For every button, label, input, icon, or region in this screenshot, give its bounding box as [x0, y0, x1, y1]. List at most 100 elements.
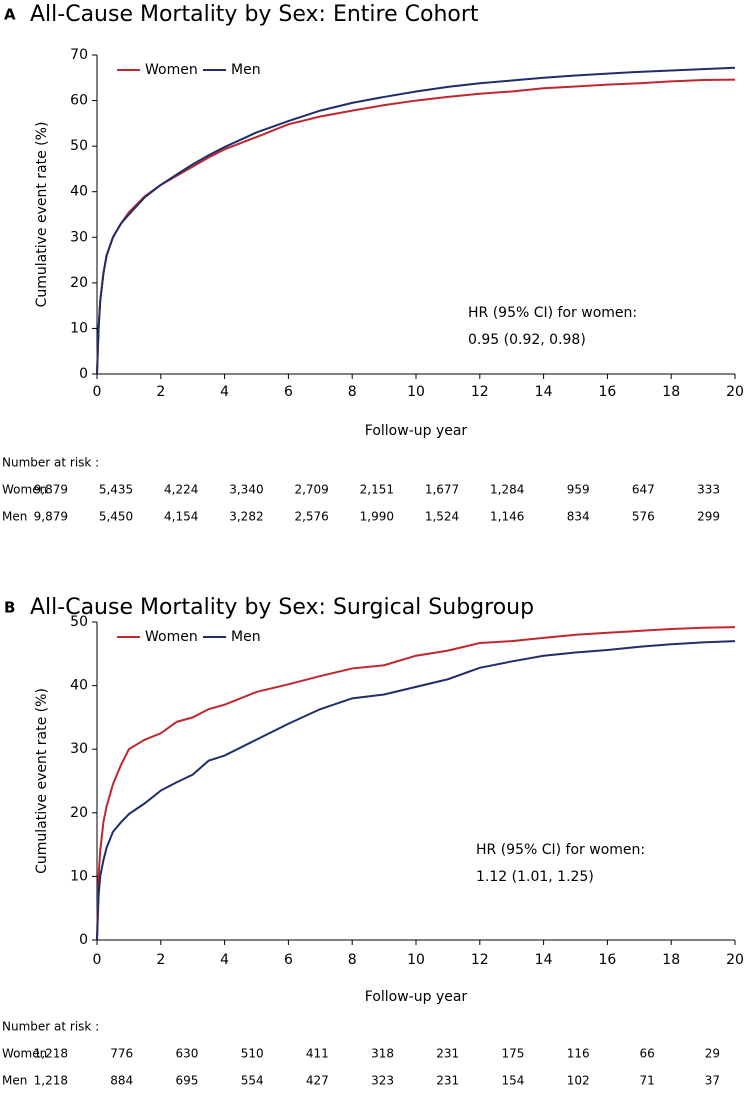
annotation: 0.95 (0.92, 0.98) [468, 332, 586, 348]
risk-value: 959 [567, 483, 590, 497]
risk-value: 1,990 [360, 510, 394, 524]
y-tick-label: 20 [70, 275, 88, 291]
risk-row-label: Women [2, 1047, 47, 1061]
risk-value: 299 [697, 510, 720, 524]
x-tick-label: 14 [535, 952, 553, 968]
x-tick-label: 20 [726, 384, 744, 400]
risk-title: Number at risk : [2, 456, 99, 470]
risk-value: 116 [567, 1047, 590, 1061]
risk-value: 1,218 [34, 1074, 68, 1088]
y-tick-label: 20 [70, 805, 88, 821]
risk-value: 1,524 [425, 510, 459, 524]
risk-title: Number at risk : [2, 1020, 99, 1034]
risk-value: 175 [501, 1047, 524, 1061]
risk-value: 2,576 [294, 510, 328, 524]
x-tick-label: 12 [471, 384, 489, 400]
risk-value: 2,151 [360, 483, 394, 497]
x-tick-label: 4 [220, 384, 229, 400]
y-tick-label: 40 [70, 678, 88, 694]
x-axis-label: Follow-up year [365, 989, 468, 1005]
x-tick-label: 20 [726, 952, 744, 968]
risk-value: 231 [436, 1074, 459, 1088]
y-tick-label: 0 [79, 366, 88, 382]
series-line [96, 640, 736, 941]
x-tick-label: 18 [662, 952, 680, 968]
risk-value: 9,879 [34, 483, 68, 497]
risk-value: 510 [241, 1047, 264, 1061]
y-tick-label: 50 [70, 138, 88, 154]
annotation: HR (95% CI) for women: [476, 842, 645, 858]
x-tick-label: 2 [156, 952, 165, 968]
risk-row-label: Men [2, 510, 27, 524]
y-tick-label: 30 [70, 229, 88, 245]
risk-value: 647 [632, 483, 655, 497]
x-tick-label: 0 [93, 384, 102, 400]
risk-value: 318 [371, 1047, 394, 1061]
panel-label: A [4, 6, 16, 24]
risk-value: 576 [632, 510, 655, 524]
risk-value: 9,879 [34, 510, 68, 524]
x-tick-label: 4 [220, 952, 229, 968]
annotation: HR (95% CI) for women: [468, 305, 637, 321]
annotation: 1.12 (1.01, 1.25) [476, 869, 594, 885]
x-tick-label: 10 [407, 384, 425, 400]
x-tick-label: 0 [93, 952, 102, 968]
risk-value: 1,146 [490, 510, 524, 524]
risk-value: 3,282 [229, 510, 263, 524]
series-line [96, 626, 736, 941]
legend-label: Women [145, 629, 198, 645]
risk-value: 630 [175, 1047, 198, 1061]
series-line [96, 78, 736, 375]
x-tick-label: 14 [535, 384, 553, 400]
risk-value: 5,450 [99, 510, 133, 524]
risk-value: 1,677 [425, 483, 459, 497]
risk-value: 154 [501, 1074, 524, 1088]
risk-value: 427 [306, 1074, 329, 1088]
x-tick-label: 2 [156, 384, 165, 400]
risk-value: 4,224 [164, 483, 198, 497]
x-tick-label: 10 [407, 952, 425, 968]
y-tick-label: 40 [70, 184, 88, 200]
risk-value: 884 [110, 1074, 133, 1088]
risk-value: 695 [175, 1074, 198, 1088]
risk-value: 29 [705, 1047, 720, 1061]
risk-value: 66 [640, 1047, 655, 1061]
x-tick-label: 8 [348, 952, 357, 968]
risk-value: 71 [640, 1074, 655, 1088]
panel-label: B [4, 599, 15, 617]
risk-value: 411 [306, 1047, 329, 1061]
series-line [96, 66, 736, 375]
x-tick-label: 12 [471, 952, 489, 968]
y-axis-label: Cumulative event rate (%) [34, 688, 50, 874]
chart-title: All-Cause Mortality by Sex: Surgical Sub… [30, 595, 534, 620]
x-tick-label: 8 [348, 384, 357, 400]
risk-row-label: Men [2, 1074, 27, 1088]
risk-value: 2,709 [294, 483, 328, 497]
risk-value: 1,284 [490, 483, 524, 497]
y-tick-label: 0 [79, 932, 88, 948]
risk-value: 102 [567, 1074, 590, 1088]
risk-value: 554 [241, 1074, 264, 1088]
risk-value: 1,218 [34, 1047, 68, 1061]
risk-value: 834 [567, 510, 590, 524]
y-tick-label: 70 [70, 47, 88, 63]
x-tick-label: 6 [284, 952, 293, 968]
risk-value: 776 [110, 1047, 133, 1061]
y-tick-label: 30 [70, 741, 88, 757]
x-tick-label: 16 [598, 952, 616, 968]
y-tick-label: 50 [70, 614, 88, 630]
legend-label: Women [145, 62, 198, 78]
risk-row-label: Women [2, 483, 47, 497]
y-tick-label: 10 [70, 868, 88, 884]
risk-value: 37 [705, 1074, 720, 1088]
risk-value: 231 [436, 1047, 459, 1061]
risk-value: 4,154 [164, 510, 198, 524]
chart-title: All-Cause Mortality by Sex: Entire Cohor… [30, 2, 479, 27]
x-tick-label: 6 [284, 384, 293, 400]
risk-value: 5,435 [99, 483, 133, 497]
y-axis-label: Cumulative event rate (%) [34, 122, 50, 308]
risk-value: 333 [697, 483, 720, 497]
legend-label: Men [231, 629, 261, 645]
x-axis-label: Follow-up year [365, 423, 468, 439]
